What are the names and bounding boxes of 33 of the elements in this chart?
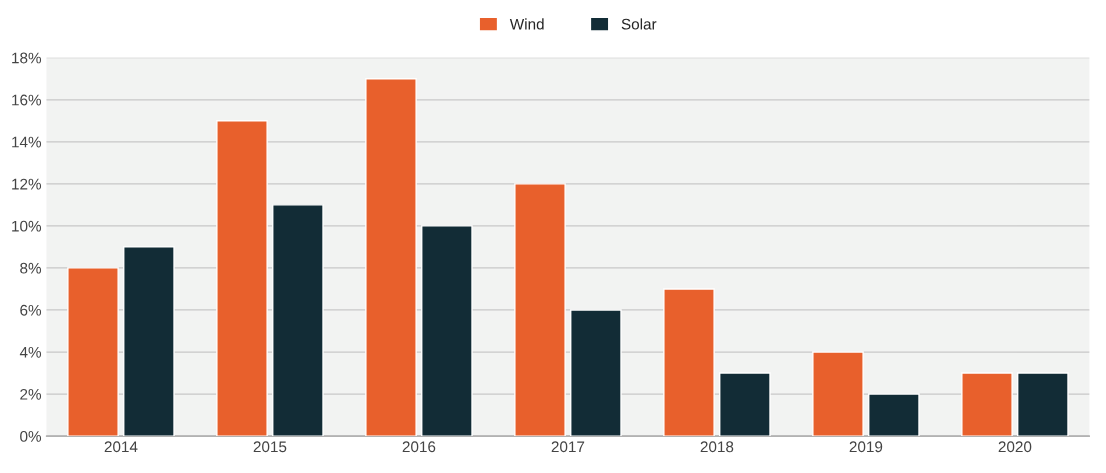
x-tick-label: 2019 <box>849 441 883 453</box>
x-tick-label: 2014 <box>104 441 138 453</box>
y-tick-label: 6% <box>20 304 42 316</box>
y-tick-label: 0% <box>20 430 42 442</box>
bar <box>365 78 417 437</box>
bar <box>421 225 473 437</box>
y-tick-label: 12% <box>12 178 42 190</box>
bar <box>719 372 771 437</box>
y-tick-label: 10% <box>12 220 42 232</box>
y-tick-label: 8% <box>20 262 42 274</box>
y-tick-label: 18% <box>12 52 42 64</box>
bar <box>123 246 175 437</box>
x-tick-label: 2018 <box>700 441 734 453</box>
bar <box>272 204 324 437</box>
legend-label: Solar <box>621 18 657 30</box>
x-tick-label: 2017 <box>551 441 585 453</box>
bar <box>570 309 622 437</box>
y-tick-label: 14% <box>12 136 42 148</box>
bar <box>812 351 864 437</box>
bar <box>1017 372 1069 437</box>
bar <box>868 393 920 437</box>
y-tick-label: 2% <box>20 388 42 400</box>
y-tick-label: 4% <box>19 346 42 358</box>
bar <box>216 120 268 437</box>
legend-label: Wind <box>509 18 544 30</box>
x-tick-label: 2016 <box>402 441 436 453</box>
x-tick-label: 2020 <box>998 441 1032 453</box>
x-tick-label: 2015 <box>253 441 287 453</box>
bar <box>514 183 566 437</box>
bar <box>67 267 119 437</box>
bar <box>961 372 1013 437</box>
y-tick-label: 16% <box>12 94 42 106</box>
bar <box>663 288 715 437</box>
